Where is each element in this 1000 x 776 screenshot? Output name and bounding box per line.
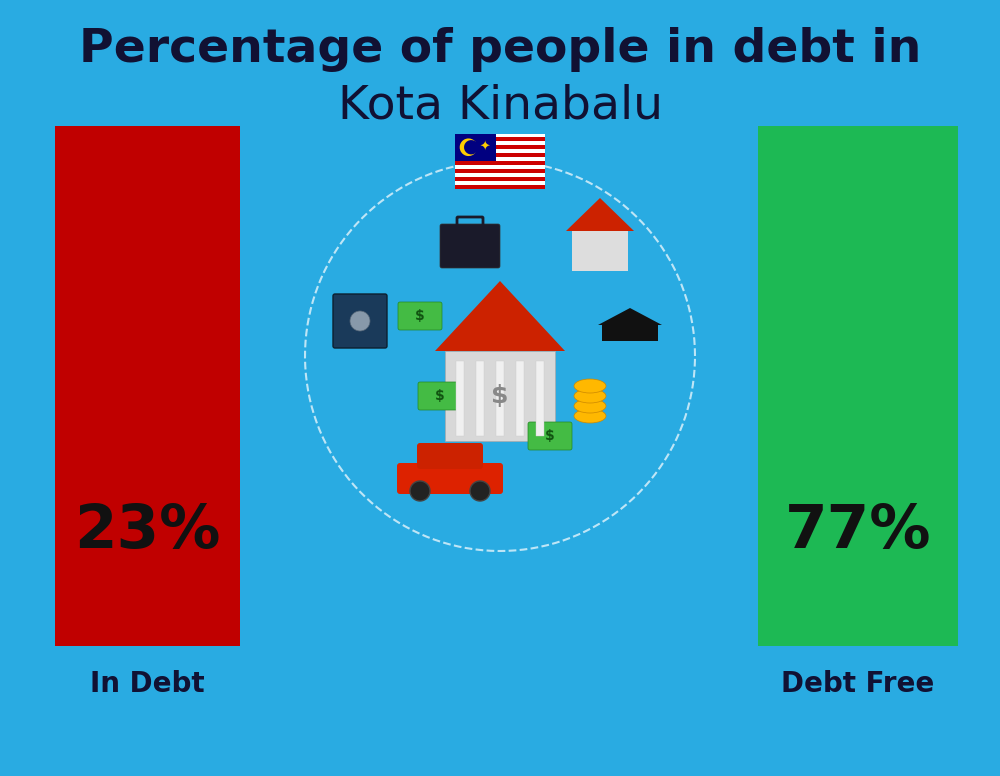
FancyBboxPatch shape: [445, 351, 555, 441]
FancyBboxPatch shape: [455, 161, 545, 165]
Text: Debt Free: Debt Free: [781, 670, 935, 698]
Text: ✦: ✦: [479, 140, 490, 154]
Circle shape: [350, 311, 370, 331]
FancyBboxPatch shape: [496, 361, 504, 436]
FancyBboxPatch shape: [455, 165, 545, 169]
Ellipse shape: [574, 399, 606, 413]
Ellipse shape: [574, 409, 606, 423]
Circle shape: [470, 481, 490, 501]
FancyBboxPatch shape: [455, 185, 545, 189]
FancyBboxPatch shape: [455, 169, 545, 173]
Circle shape: [310, 166, 690, 546]
FancyBboxPatch shape: [455, 173, 545, 177]
FancyBboxPatch shape: [455, 153, 545, 157]
FancyBboxPatch shape: [418, 382, 462, 410]
Text: In Debt: In Debt: [90, 670, 205, 698]
Wedge shape: [460, 138, 476, 156]
FancyBboxPatch shape: [456, 361, 464, 436]
Circle shape: [410, 481, 430, 501]
FancyBboxPatch shape: [455, 149, 545, 153]
Polygon shape: [435, 281, 565, 351]
Text: Kota Kinabalu: Kota Kinabalu: [338, 84, 662, 129]
Text: $: $: [491, 384, 509, 408]
FancyBboxPatch shape: [516, 361, 524, 436]
FancyBboxPatch shape: [572, 231, 628, 271]
Ellipse shape: [574, 389, 606, 403]
Text: $: $: [435, 389, 445, 403]
FancyBboxPatch shape: [455, 181, 545, 185]
FancyBboxPatch shape: [333, 294, 387, 348]
FancyBboxPatch shape: [455, 141, 545, 145]
FancyBboxPatch shape: [417, 443, 483, 469]
Text: $: $: [545, 429, 555, 443]
FancyBboxPatch shape: [397, 463, 503, 494]
Polygon shape: [566, 198, 634, 231]
FancyBboxPatch shape: [528, 422, 572, 450]
Text: Percentage of people in debt in: Percentage of people in debt in: [79, 27, 921, 72]
Wedge shape: [464, 140, 477, 154]
Ellipse shape: [574, 379, 606, 393]
FancyBboxPatch shape: [455, 145, 545, 149]
FancyBboxPatch shape: [602, 325, 658, 341]
FancyBboxPatch shape: [55, 126, 240, 646]
Text: $: $: [415, 309, 425, 323]
FancyBboxPatch shape: [476, 361, 484, 436]
FancyBboxPatch shape: [758, 126, 958, 646]
FancyBboxPatch shape: [398, 302, 442, 330]
FancyBboxPatch shape: [455, 133, 545, 137]
FancyBboxPatch shape: [455, 137, 545, 141]
FancyBboxPatch shape: [536, 361, 544, 436]
FancyBboxPatch shape: [455, 177, 545, 181]
Text: 77%: 77%: [785, 502, 931, 561]
Text: 23%: 23%: [74, 502, 221, 561]
FancyBboxPatch shape: [440, 224, 500, 268]
FancyBboxPatch shape: [455, 133, 496, 161]
FancyBboxPatch shape: [455, 157, 545, 161]
Polygon shape: [598, 308, 662, 325]
